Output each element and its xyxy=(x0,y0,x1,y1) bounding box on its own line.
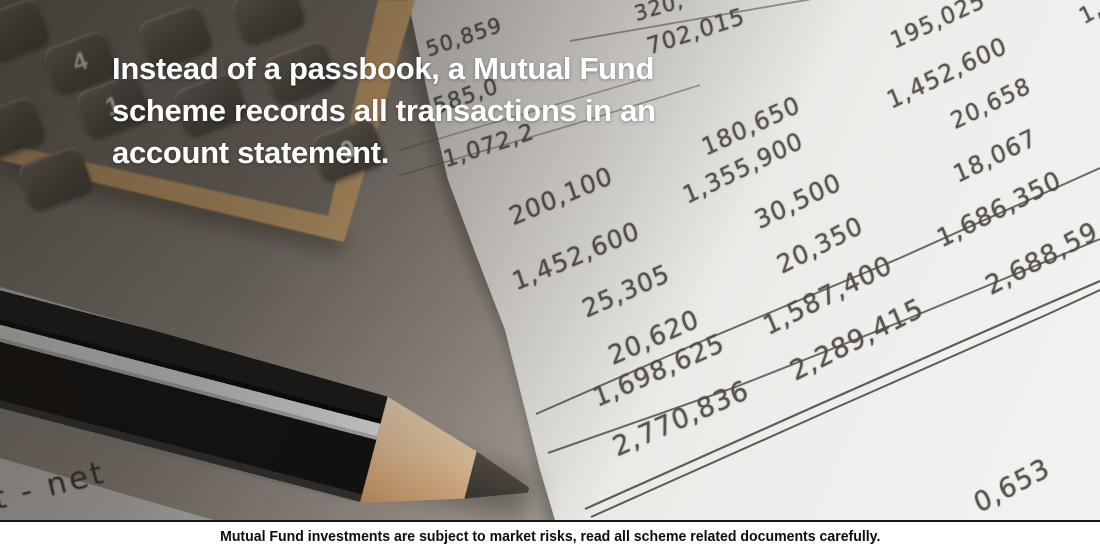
disclaimer-bar: Mutual Fund investments are subject to m… xyxy=(0,520,1100,550)
headline-line-2: scheme records all transactions in an xyxy=(112,93,656,128)
headline-line-3: account statement. xyxy=(112,135,390,170)
headline: Instead of a passbook, a Mutual Fund sch… xyxy=(112,48,656,174)
headline-line-1: Instead of a passbook, a Mutual Fund xyxy=(112,51,655,86)
photo-background: t - net 320, 50,859 702,015 195,025 1, 1,452,… xyxy=(0,0,1100,520)
disclaimer-text: Mutual Fund investments are subject to m… xyxy=(219,527,881,545)
divider-line xyxy=(0,520,1100,522)
